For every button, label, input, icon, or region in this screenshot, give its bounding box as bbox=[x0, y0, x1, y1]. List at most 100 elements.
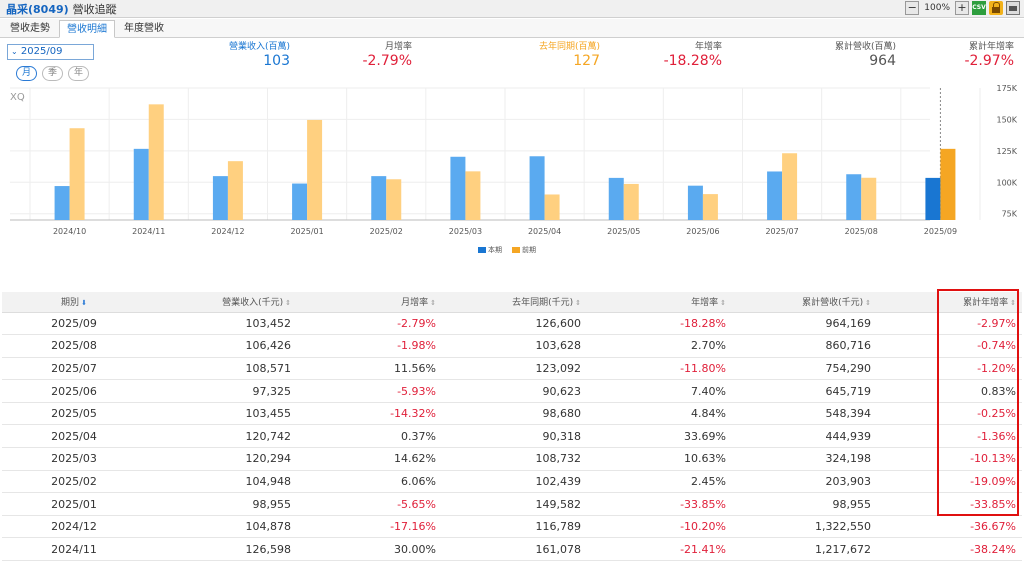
tab-revenue-trend[interactable]: 營收走勢 bbox=[10, 23, 50, 34]
metric-label: 累計營收(百萬) bbox=[834, 42, 896, 52]
column-header[interactable]: 累計營收(千元) ⇕ bbox=[732, 292, 877, 313]
table-cell: 324,198 bbox=[732, 447, 877, 471]
table-cell: 14.62% bbox=[297, 447, 442, 471]
table-row[interactable]: 2025/01 98,955 -5.65% 149,582 -33.85% 98,955-… bbox=[2, 492, 1022, 516]
bar-prior bbox=[465, 171, 481, 220]
table-cell: 2025/01 bbox=[2, 492, 152, 516]
sort-icon[interactable]: ⇕ bbox=[285, 299, 291, 308]
table-cell: 6.06% bbox=[297, 470, 442, 494]
sort-icon[interactable]: ⇕ bbox=[575, 299, 581, 308]
sort-icon[interactable]: ⇕ bbox=[865, 299, 871, 308]
sort-icon[interactable]: ⇕ bbox=[1010, 299, 1016, 308]
table-cell: 754,290 bbox=[732, 357, 877, 381]
tab-annual-revenue[interactable]: 年度營收 bbox=[124, 23, 164, 34]
table-row[interactable]: 2024/11 126,598 30.00% 161,078 -21.41% 1,217,… bbox=[2, 537, 1022, 562]
column-header[interactable]: 期別 ⬇ bbox=[2, 292, 152, 313]
table-cell: 2025/07 bbox=[2, 357, 152, 381]
metric-value: -18.28% bbox=[663, 53, 722, 69]
x-tick-label: 2025/07 bbox=[765, 227, 798, 236]
table-row[interactable]: 2025/03 120,294 14.62% 108,732 10.63% 324,198… bbox=[2, 447, 1022, 471]
table-cell: 126,598 bbox=[152, 537, 297, 562]
table-row[interactable]: 2025/02 104,948 6.06% 102,439 2.45% 203,903 -1… bbox=[2, 470, 1022, 494]
metric-label: 累計年增率 bbox=[968, 42, 1014, 52]
y-tick-label: 125K bbox=[996, 147, 1017, 156]
panel-name: 營收追蹤 bbox=[72, 3, 117, 16]
sort-icon[interactable]: ⇕ bbox=[430, 299, 436, 308]
x-tick-label: 2025/06 bbox=[686, 227, 719, 236]
table-cell: -2.97% bbox=[877, 312, 1022, 336]
sort-icon[interactable]: ⇕ bbox=[720, 299, 726, 308]
metric-label: 去年同期(百萬) bbox=[538, 42, 600, 52]
bar-current bbox=[687, 185, 703, 220]
metric-value: 103 bbox=[263, 53, 290, 69]
bar-current bbox=[133, 148, 149, 220]
column-header-label: 累計年增率 bbox=[963, 298, 1009, 309]
bar-prior bbox=[148, 104, 164, 220]
table-cell: 2025/05 bbox=[2, 402, 152, 426]
metric-label: 營業收入(百萬) bbox=[228, 42, 290, 52]
x-tick-label: 2025/05 bbox=[607, 227, 640, 236]
table-cell: 1,322,550 bbox=[732, 515, 877, 539]
table-cell: 2025/04 bbox=[2, 424, 152, 449]
zoom-in-button[interactable]: + bbox=[955, 1, 969, 15]
table-cell: 203,903 bbox=[732, 470, 877, 494]
printer-icon[interactable] bbox=[1006, 1, 1020, 15]
table-row[interactable]: 2024/12 104,878 -17.16% 116,789 -10.20% 1,322… bbox=[2, 515, 1022, 539]
table-cell: 103,452 bbox=[152, 312, 297, 336]
lock-icon[interactable] bbox=[989, 1, 1003, 15]
table-row[interactable]: 2025/09 103,452 -2.79% 126,600 -18.28% 964,16… bbox=[2, 312, 1022, 336]
legend-item-current: 本期 bbox=[478, 245, 502, 255]
revenue-bar-chart: XQ 75K 100K 125K 150K 175K 2024/10 2024/11 2024/… bbox=[10, 84, 1018, 236]
column-header[interactable]: 累計年增率 ⇕ bbox=[877, 292, 1022, 313]
table-cell: 108,571 bbox=[152, 357, 297, 381]
table-cell: -10.20% bbox=[587, 515, 732, 539]
pill-year[interactable]: 年 bbox=[68, 66, 89, 81]
table-row[interactable]: 2025/05 103,455 -14.32% 98,680 4.84% 548,394-… bbox=[2, 402, 1022, 426]
column-header[interactable]: 去年同期(千元) ⇕ bbox=[442, 292, 587, 313]
bar-prior bbox=[623, 183, 639, 220]
x-tick-label: 2025/08 bbox=[845, 227, 878, 236]
csv-export-icon[interactable]: CSV bbox=[972, 1, 986, 15]
table-cell: 7.40% bbox=[587, 379, 732, 403]
table-cell: -1.36% bbox=[877, 424, 1022, 449]
column-header-label: 累計營收(千元) bbox=[802, 298, 864, 309]
table-row[interactable]: 2025/07 108,571 11.56% 123,092 -11.80% 754,29… bbox=[2, 357, 1022, 381]
column-header-label: 營業收入(千元) bbox=[222, 298, 284, 309]
pill-quarter[interactable]: 季 bbox=[42, 66, 63, 81]
table-cell: 2025/03 bbox=[2, 447, 152, 471]
zoom-out-button[interactable]: − bbox=[905, 1, 920, 15]
table-cell: 10.63% bbox=[587, 447, 732, 471]
table-cell: 2.45% bbox=[587, 470, 732, 494]
table-cell: 2024/12 bbox=[2, 515, 152, 539]
table-cell: 0.83% bbox=[877, 379, 1022, 403]
period-select[interactable]: ⌄ 2025/09 bbox=[7, 44, 94, 60]
table-cell: -21.41% bbox=[587, 537, 732, 562]
table-cell: -38.24% bbox=[877, 537, 1022, 562]
tab-revenue-detail[interactable]: 營收明細 bbox=[59, 20, 115, 38]
table-cell: 90,318 bbox=[442, 424, 587, 449]
table-cell: 2025/02 bbox=[2, 470, 152, 494]
metric-3: 年增率 -18.28% bbox=[664, 39, 722, 69]
table-cell: -33.85% bbox=[877, 492, 1022, 516]
column-header[interactable]: 年增率 ⇕ bbox=[587, 292, 732, 313]
table-row[interactable]: 2025/04 120,742 0.37% 90,318 33.69% 444,939 -1… bbox=[2, 424, 1022, 449]
bar-current bbox=[450, 156, 466, 220]
table-cell: 11.56% bbox=[297, 357, 442, 381]
table-row[interactable]: 2025/06 97,325 -5.93% 90,623 7.40% 645,719 0.8… bbox=[2, 379, 1022, 403]
table-cell: 161,078 bbox=[442, 537, 587, 562]
table-cell: 104,878 bbox=[152, 515, 297, 539]
sort-icon[interactable]: ⬇ bbox=[81, 299, 87, 308]
table-cell: 104,948 bbox=[152, 470, 297, 494]
bar-prior bbox=[544, 194, 560, 220]
table-cell: -11.80% bbox=[587, 357, 732, 381]
table-cell: 116,789 bbox=[442, 515, 587, 539]
column-header[interactable]: 月增率 ⇕ bbox=[297, 292, 442, 313]
table-row[interactable]: 2025/08 106,426 -1.98% 103,628 2.70% 860,716-… bbox=[2, 334, 1022, 358]
metric-value: 127 bbox=[573, 53, 600, 69]
table-cell: 860,716 bbox=[732, 334, 877, 358]
table-cell: 108,732 bbox=[442, 447, 587, 471]
column-header[interactable]: 營業收入(千元) ⇕ bbox=[152, 292, 297, 313]
pill-month[interactable]: 月 bbox=[16, 66, 37, 81]
table-cell: -33.85% bbox=[587, 492, 732, 516]
table-cell: 97,325 bbox=[152, 379, 297, 403]
